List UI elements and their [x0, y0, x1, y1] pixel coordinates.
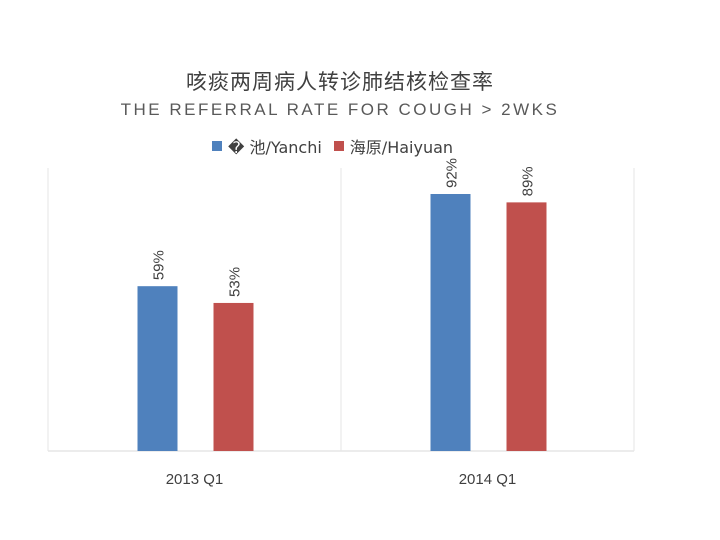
data-label: 59% [151, 250, 168, 280]
legend-item-yanchi: � 池/Yanchi [212, 134, 322, 158]
bar-yanchi-0 [137, 286, 178, 451]
legend-swatch-haiyuan [333, 141, 344, 151]
data-label: 92% [444, 158, 461, 188]
legend-label-yanchi: � 池/Yanchi [228, 138, 322, 157]
bar-haiyuan-0 [213, 302, 254, 451]
data-label: 53% [227, 267, 244, 297]
legend: � 池/Yanchi 海原/Haiyuan [212, 134, 465, 158]
legend-item-haiyuan: 海原/Haiyuan [333, 134, 454, 158]
data-label: 89% [520, 166, 537, 196]
chart-subtitle: THE REFERRAL RATE FOR COUGH > 2WKS [120, 100, 560, 119]
chart-title: 咳痰两周病人转诊肺结核检查率 [186, 70, 494, 94]
bar-haiyuan-1 [506, 202, 547, 451]
x-tick-label: 2014 Q1 [459, 471, 517, 488]
legend-label-haiyuan: 海原/Haiyuan [349, 138, 454, 157]
x-tick-label: 2013 Q1 [166, 471, 224, 488]
legend-swatch-yanchi [212, 141, 222, 151]
bar-yanchi-1 [430, 194, 471, 451]
